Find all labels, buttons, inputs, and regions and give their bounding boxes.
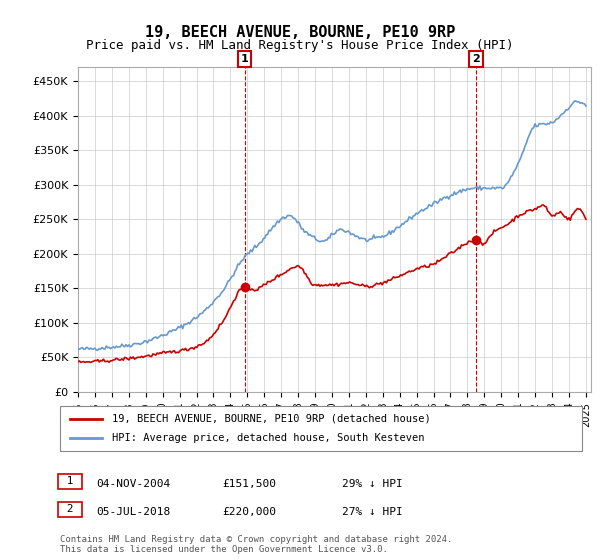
Text: 19, BEECH AVENUE, BOURNE, PE10 9RP (detached house): 19, BEECH AVENUE, BOURNE, PE10 9RP (deta…	[112, 413, 431, 423]
Text: £220,000: £220,000	[222, 507, 276, 517]
Text: 2: 2	[60, 505, 80, 515]
Text: 2: 2	[472, 54, 480, 64]
Text: Price paid vs. HM Land Registry's House Price Index (HPI): Price paid vs. HM Land Registry's House …	[86, 39, 514, 52]
Text: 1: 1	[60, 477, 80, 487]
Text: HPI: Average price, detached house, South Kesteven: HPI: Average price, detached house, Sout…	[112, 433, 425, 444]
Text: 29% ↓ HPI: 29% ↓ HPI	[342, 479, 403, 489]
Text: 05-JUL-2018: 05-JUL-2018	[96, 507, 170, 517]
FancyBboxPatch shape	[60, 406, 582, 451]
Text: 19, BEECH AVENUE, BOURNE, PE10 9RP: 19, BEECH AVENUE, BOURNE, PE10 9RP	[145, 25, 455, 40]
Text: 27% ↓ HPI: 27% ↓ HPI	[342, 507, 403, 517]
Text: 1: 1	[241, 54, 248, 64]
Text: £151,500: £151,500	[222, 479, 276, 489]
Text: Contains HM Land Registry data © Crown copyright and database right 2024.
This d: Contains HM Land Registry data © Crown c…	[60, 535, 452, 554]
Text: 04-NOV-2004: 04-NOV-2004	[96, 479, 170, 489]
